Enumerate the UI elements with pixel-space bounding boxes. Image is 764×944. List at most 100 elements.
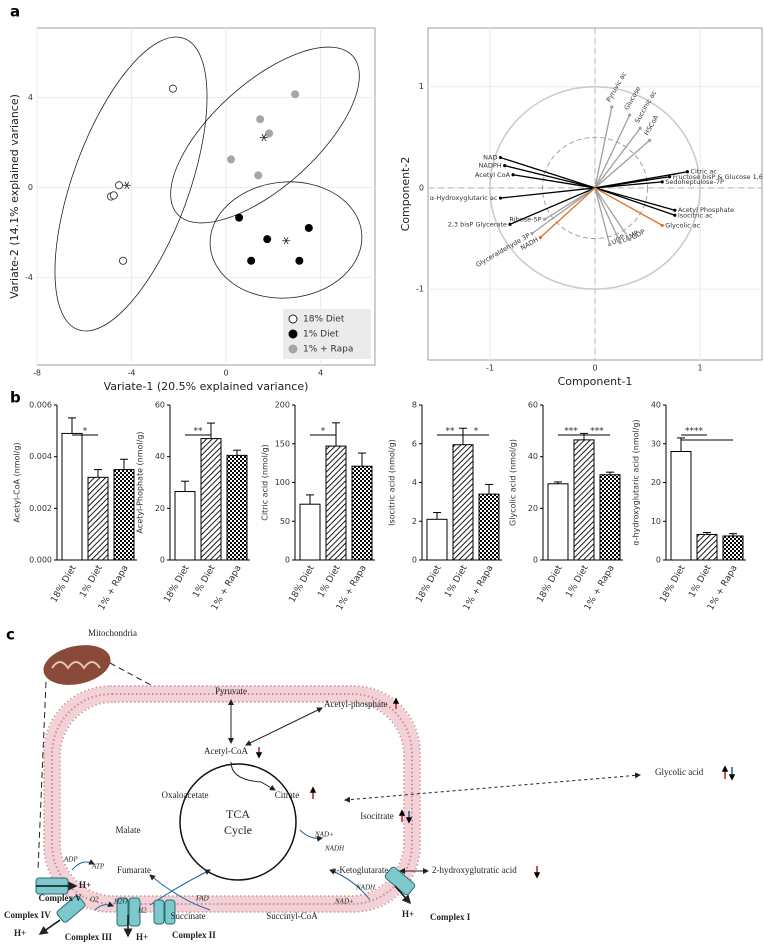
label: Complex I [430, 912, 471, 922]
variable-label: Isocitric ac [678, 211, 713, 219]
loading-vector [539, 187, 596, 239]
x-tick-label: 1% Diet [564, 563, 591, 599]
y-tick-label: 40 [651, 401, 661, 410]
label: 2-hydroxyglutratic acid [432, 865, 517, 875]
label: H+ [136, 932, 148, 942]
significance-label: *** [590, 427, 604, 437]
loading-vector [594, 187, 675, 211]
label: Cycle [224, 823, 252, 837]
loading-vector [509, 187, 596, 225]
variable-label: Acetyl Phosphate [678, 206, 734, 214]
x-tick-label: 4 [318, 369, 323, 378]
centroid-stroke [283, 237, 289, 245]
point [256, 115, 265, 124]
label: NADH [355, 884, 376, 892]
y-tick-label: 10 [651, 517, 661, 526]
label: TCA [226, 807, 250, 821]
y-tick-label: -4 [25, 273, 33, 282]
loading-vector [594, 139, 651, 189]
loading-vector [512, 174, 596, 189]
y-tick-label: 0.002 [29, 504, 52, 513]
x-tick-label: 18% Diet [658, 563, 688, 604]
confidence-ellipses [54, 36, 363, 332]
vector-tip [508, 222, 512, 226]
vector-tip [542, 217, 547, 221]
vector-tip [610, 105, 614, 109]
vector-tip [628, 113, 632, 117]
point [115, 181, 124, 190]
loading-vector [594, 106, 613, 189]
vector-tip [628, 237, 632, 242]
y-axis-label: Variate-2 (14.1% explained variance) [8, 94, 21, 299]
y-tick-label: 40 [155, 452, 165, 461]
bar [226, 454, 248, 561]
variable-label: NAD [483, 154, 497, 162]
variable-label: Citric ac [690, 168, 717, 176]
label: O2 [90, 896, 99, 904]
y-tick-label: 50 [280, 517, 290, 526]
bar [696, 533, 718, 561]
x-tick-label: 1 [697, 364, 702, 373]
label: Complex IV [4, 910, 51, 920]
x-tick-label: 1% Diet [687, 563, 714, 599]
y-axis-label: Isocitric acid (nmol/g) [388, 439, 397, 526]
label: Complex V [38, 893, 82, 903]
x-tick-label: 18% Diet [535, 563, 565, 604]
y-axis-label: Acetyl-Phophate (nmol/g) [136, 431, 145, 533]
centroid [259, 133, 268, 142]
y-tick-label: 20 [528, 504, 538, 513]
x-tick-label: -4 [128, 369, 136, 378]
point [265, 129, 274, 138]
label: Glycolic acid [655, 767, 704, 777]
y-tick-label: 8 [412, 401, 417, 410]
loading-vector [594, 114, 631, 189]
y-tick-label: 60 [155, 401, 165, 410]
y-tick-label: 20 [155, 504, 165, 513]
bar [599, 474, 621, 561]
x-tick-label: 18% Diet [162, 563, 192, 604]
vector-tip [660, 180, 664, 184]
label: H+ [402, 909, 414, 919]
centroid-stroke [261, 133, 267, 142]
y-tick-label: 4 [412, 478, 417, 487]
y-tick-label: 0 [160, 556, 165, 565]
x-tick-label: 18% Diet [287, 563, 317, 604]
legend-swatch [288, 314, 298, 324]
y-tick-label: 1 [419, 82, 424, 91]
label: Complex III [65, 932, 113, 942]
loading-vector [594, 187, 676, 216]
centroid [282, 237, 291, 245]
label: H+ [14, 928, 26, 938]
point [109, 191, 118, 200]
vector-tip [660, 223, 664, 227]
vector-tip [498, 155, 503, 160]
point [254, 171, 263, 180]
loading-vector [594, 187, 631, 240]
point [247, 256, 256, 265]
bar [547, 483, 569, 561]
x-tick-label: 1% Diet [78, 563, 105, 599]
y-axis-label: Component-2 [399, 157, 412, 232]
label: Mitochondria [88, 628, 137, 638]
loading-vector [504, 165, 596, 189]
y-axis-label: Citric acid (nmol/g) [261, 444, 270, 521]
bar [670, 451, 692, 561]
bar [478, 493, 500, 561]
y-tick-label: 0.004 [29, 452, 52, 461]
centroid [122, 181, 131, 189]
y-tick-label: 0 [419, 183, 424, 192]
plot-area [36, 27, 376, 366]
y-tick-label: 2 [412, 517, 417, 526]
loading-vector [594, 176, 670, 189]
y-tick-label: 0 [285, 556, 290, 565]
y-tick-label: 150 [275, 439, 290, 448]
y-tick-label: 30 [651, 439, 661, 448]
x-axis-label: Variate-1 (20.5% explained variance) [104, 380, 309, 393]
x-tick-label: 18% Diet [414, 563, 444, 604]
x-tick-label: -8 [33, 369, 41, 378]
label: α-Ketoglutarate [332, 865, 389, 875]
point [235, 213, 244, 222]
y-tick-label: 0 [412, 556, 417, 565]
vector-tip [503, 164, 507, 168]
